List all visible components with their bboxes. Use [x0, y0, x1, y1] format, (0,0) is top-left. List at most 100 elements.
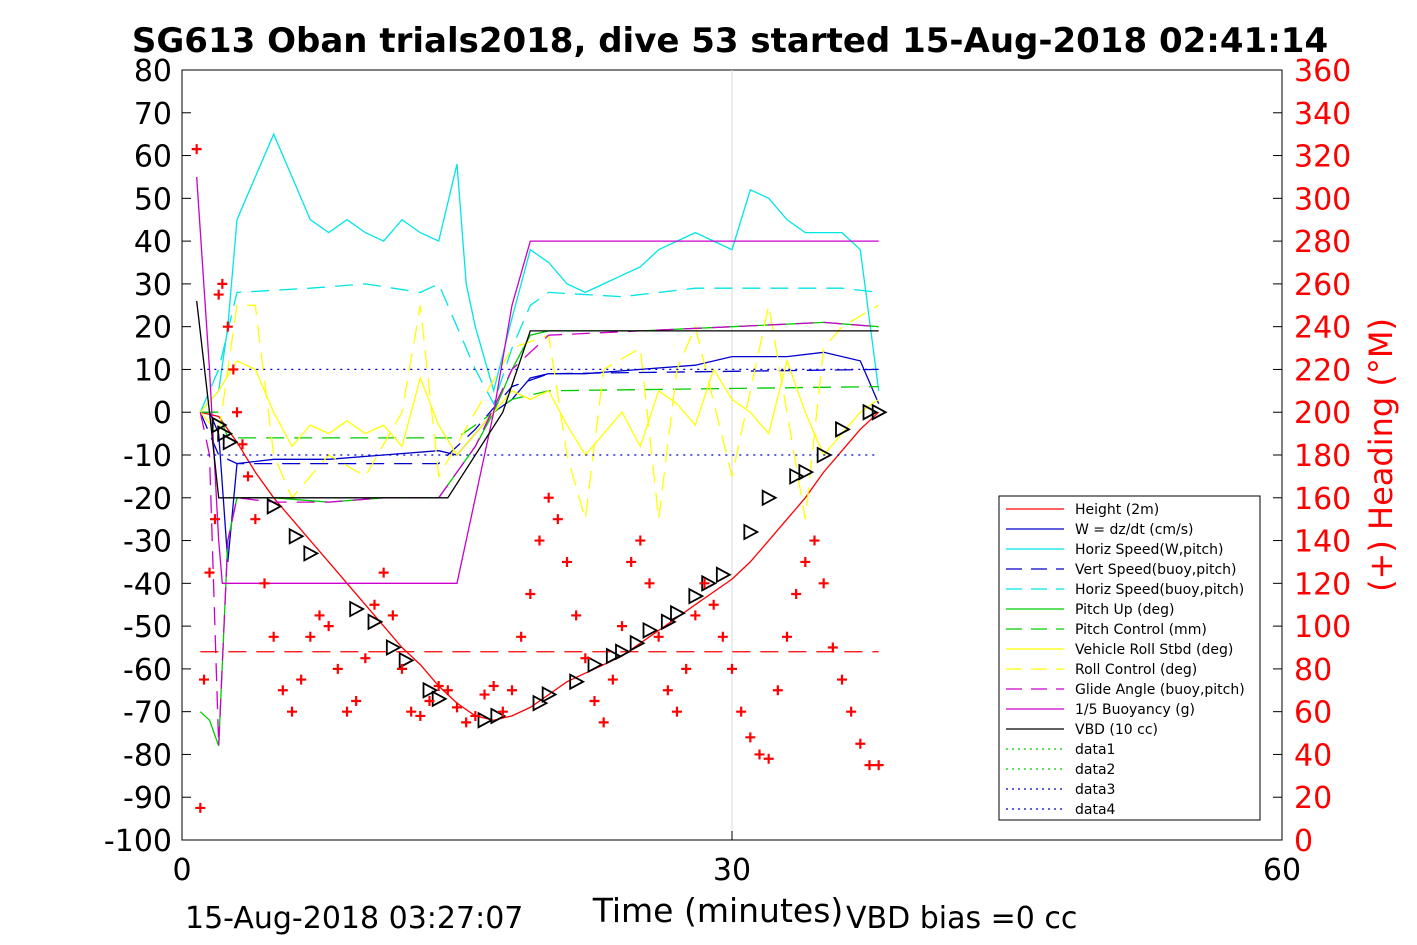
- triangle-marker-14: [532, 694, 549, 712]
- heading-point-39: [497, 706, 508, 717]
- heading-point-73: [809, 535, 820, 546]
- triangle-marker-34: [871, 403, 888, 421]
- triangle-marker-33: [862, 403, 879, 421]
- legend: Height (2m) W = dz/dt (cm/s) Horiz Speed(W…: [998, 495, 1261, 821]
- heading-point-78: [855, 738, 866, 749]
- legend-label-3: Vert Speed(buoy,pitch): [1075, 562, 1237, 578]
- series-line-6: [200, 385, 879, 439]
- heading-point-49: [589, 695, 600, 706]
- heading-point-34: [452, 702, 462, 713]
- heading-point-53: [626, 556, 637, 567]
- left-tick-label-18: -100: [104, 824, 172, 859]
- heading-point-59: [681, 663, 692, 674]
- triangle-marker-27: [743, 523, 760, 541]
- triangle-marker-4: [288, 527, 305, 545]
- right-tick-label-18: 0: [1294, 824, 1313, 859]
- heading-point-58: [672, 706, 682, 717]
- heading-point-10: [237, 439, 248, 450]
- legend-box: [998, 495, 1261, 821]
- left-tick-label-2: 60: [134, 140, 172, 175]
- triangle-marker-29: [789, 467, 806, 485]
- left-tick-label-7: 10: [134, 353, 172, 388]
- heading-point-67: [754, 749, 765, 760]
- series-line-7: [199, 358, 880, 457]
- legend-label-14: data3: [1075, 782, 1115, 798]
- heading-point-50: [598, 717, 609, 728]
- triangle-marker-1: [217, 425, 234, 443]
- triangle-marker-3: [266, 497, 283, 515]
- heading-point-61: [699, 578, 710, 589]
- legend-label-1: W = dz/dt (cm/s): [1075, 522, 1194, 538]
- legend-label-7: Vehicle Roll Stbd (deg): [1075, 642, 1233, 658]
- triangle-marker-16: [569, 673, 586, 691]
- triangle-marker-15: [541, 686, 558, 704]
- heading-point-1: [195, 802, 206, 813]
- left-tick-label-5: 30: [134, 268, 172, 303]
- right-y-axis-label: (+) Heading (°M): [1362, 318, 1400, 592]
- footer-left: 15-Aug-2018 03:27:07: [185, 901, 523, 936]
- legend-label-0: Height (2m): [1075, 502, 1159, 518]
- triangle-marker-11: [431, 690, 448, 708]
- heading-point-66: [745, 732, 756, 743]
- heading-point-45: [552, 514, 563, 525]
- heading-point-8: [228, 364, 239, 375]
- left-y-axis: 80 70 60 50 40 30 20 10 0 -10 -20 -30 -40 -50 -60 -70 -8…: [104, 54, 1282, 859]
- heading-point-48: [580, 653, 591, 664]
- triangle-marker-0: [211, 416, 228, 434]
- triangle-marker-8: [385, 638, 402, 657]
- heading-point-71: [791, 589, 802, 600]
- heading-point-43: [534, 535, 545, 546]
- legend-label-5: Pitch Up (deg): [1075, 602, 1174, 618]
- heading-point-42: [525, 589, 536, 600]
- right-tick-label-4: 280: [1294, 225, 1351, 260]
- heading-point-16: [287, 706, 297, 717]
- legend-label-12: data1: [1075, 742, 1115, 758]
- heading-point-9: [232, 407, 242, 418]
- left-tick-label-1: 70: [134, 97, 172, 132]
- triangle-marker-10: [422, 681, 439, 699]
- footer-right: VBD bias =0 cc: [846, 901, 1077, 936]
- heading-point-14: [268, 631, 279, 642]
- right-tick-label-6: 240: [1294, 311, 1351, 346]
- heading-point-41: [516, 631, 527, 642]
- heading-point-20: [323, 621, 334, 632]
- heading-point-68: [763, 753, 774, 764]
- heading-point-40: [507, 685, 517, 696]
- right-tick-label-5: 260: [1294, 268, 1351, 303]
- heading-point-2: [199, 674, 209, 685]
- series-line-0: [200, 411, 880, 721]
- legend-label-13: data2: [1075, 762, 1115, 778]
- heading-point-26: [378, 567, 389, 578]
- heading-point-36: [470, 710, 481, 721]
- left-tick-label-8: 0: [153, 396, 172, 431]
- heading-point-46: [562, 556, 572, 567]
- legend-label-10: 1/5 Buoyancy (g): [1075, 702, 1195, 718]
- left-tick-label-3: 50: [134, 182, 172, 217]
- heading-point-60: [690, 610, 701, 621]
- heading-point-22: [342, 706, 352, 717]
- heading-point-37: [479, 689, 490, 700]
- left-tick-label-17: -90: [123, 781, 172, 816]
- triangle-marker-18: [605, 647, 622, 665]
- heading-point-51: [607, 674, 618, 685]
- left-tick-label-11: -30: [123, 525, 172, 560]
- triangle-marker-30: [798, 463, 815, 481]
- heading-point-21: [332, 663, 343, 674]
- left-tick-label-0: 80: [134, 54, 172, 89]
- left-tick-label-15: -70: [123, 696, 172, 731]
- right-tick-label-10: 160: [1294, 482, 1351, 517]
- heading-point-18: [305, 631, 316, 642]
- heading-point-4: [210, 514, 220, 525]
- heading-point-7: [222, 321, 233, 332]
- heading-point-27: [387, 610, 398, 621]
- right-tick-label-1: 340: [1294, 97, 1351, 132]
- heading-point-47: [571, 610, 582, 621]
- series-line-2: [199, 132, 880, 413]
- triangle-marker-31: [816, 446, 833, 464]
- right-tick-label-16: 40: [1294, 738, 1332, 773]
- right-tick-label-8: 200: [1294, 396, 1351, 431]
- right-tick-label-7: 220: [1294, 353, 1351, 388]
- heading-point-24: [360, 653, 371, 664]
- heading-point-72: [800, 556, 811, 567]
- legend-label-4: Horiz Speed(buoy,pitch): [1075, 582, 1244, 598]
